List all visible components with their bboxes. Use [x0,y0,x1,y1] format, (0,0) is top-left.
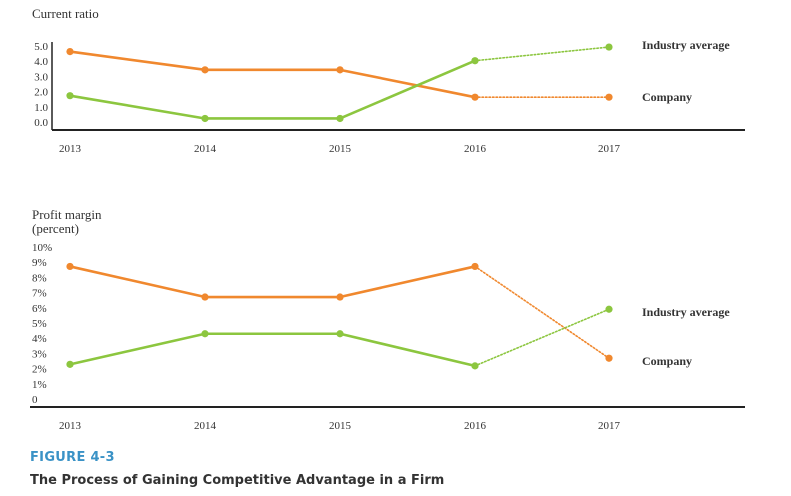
industry-average-point-2013 [66,360,74,368]
company-point-2014 [201,66,209,74]
industry-average-point-2014 [201,114,209,123]
industry-average-line-segment [68,332,207,366]
figure-title: The Process of Gaining Competitive Advan… [30,473,445,488]
industry-average-point-2017 [605,43,613,51]
x-tick-label: 2016 [464,420,487,432]
x-tick-label: 2015 [329,143,352,155]
legend-label-industry-average: Industry average [642,305,730,319]
chart-subtitle: (percent) [32,221,79,236]
company-point-2015 [336,293,344,301]
legend-label-company: Company [642,90,692,104]
y-tick-label: 3.0 [34,71,48,83]
y-tick-label: 9% [32,257,47,269]
industry-average-line-segment [474,46,610,62]
y-tick-label: 8% [32,272,47,284]
industry-average-point-2013 [66,92,74,100]
company-point-2015 [336,66,344,74]
y-tick-label: 2.0 [34,87,48,99]
series-points [66,43,613,123]
company-point-2013 [66,262,74,271]
company-point-2016 [471,93,479,101]
y-tick-label: 2% [32,364,47,376]
x-tick-label: 2017 [598,420,621,432]
chart-title: Profit margin [32,207,102,222]
industry-average-point-2015 [336,330,344,338]
series-lines [68,265,610,368]
industry-average-point-2016 [471,362,479,370]
y-tick-label: 1% [32,379,47,391]
company-point-2013 [66,48,74,56]
y-tick-label: 5% [32,318,47,330]
series-lines [68,46,610,120]
legend-label-industry-average: Industry average [642,38,730,52]
company-line-segment [338,68,477,99]
industry-average-point-2015 [336,114,344,123]
x-tick-label: 2013 [59,143,82,155]
company-point-2014 [201,293,209,301]
y-tick-labels: 5.0 4.0 3.0 2.0 1.0 0.0 [34,41,48,129]
y-tick-label: 4% [32,333,47,345]
y-tick-label: 0 [32,394,38,406]
industry-average-point-2014 [201,330,209,338]
company-point-2017 [605,354,613,362]
chart-title: Current ratio [32,6,99,21]
profit-margin-chart: Profit margin (percent) 10% 9% 8% 7% 6% 5% 4% 3… [30,207,745,432]
x-tick-labels: 2013 2014 2015 2016 2017 [59,420,621,432]
x-tick-label: 2015 [329,420,352,432]
company-line-segment [68,265,207,299]
x-tick-label: 2017 [598,143,621,155]
company-point-2017 [605,93,613,101]
figure-number: FIGURE 4-3 [30,450,115,465]
industry-average-line-segment [68,94,207,120]
x-tick-label: 2014 [194,420,217,432]
company-line-segment [68,50,207,72]
industry-average-line-segment [474,308,610,367]
industry-average-line-segment [338,332,477,368]
industry-average-point-2016 [471,57,479,65]
y-tick-label: 5.0 [34,41,48,53]
company-line-segment [474,265,610,360]
y-tick-label: 1.0 [34,102,48,114]
industry-average-point-2017 [605,305,613,313]
series-points [66,262,613,370]
x-tick-label: 2016 [464,143,487,155]
legend-label-company: Company [642,354,692,368]
y-tick-label: 0.0 [34,117,48,129]
company-point-2016 [471,262,479,271]
y-tick-label: 3% [32,348,47,360]
current-ratio-chart: Current ratio 5.04.03.02.01.00.0 2013 201… [32,6,745,155]
y-tick-label: 6% [32,303,47,315]
y-tick-labels: 10% 9% 8% 7% 6% 5% 4% 3% 2% 1% 0 [32,242,52,406]
y-tick-label: 7% [32,288,47,300]
x-tick-label: 2013 [59,420,82,432]
y-tick-label: 10% [32,242,52,254]
figure-canvas: Current ratio 5.04.03.02.01.00.0 2013 201… [30,6,745,432]
industry-average-line-segment [338,59,477,120]
y-tick-label: 4.0 [34,56,48,68]
company-line-segment [338,265,477,299]
x-tick-label: 2014 [194,143,217,155]
x-tick-labels: 2013 2014 2015 2016 2017 [59,143,621,155]
